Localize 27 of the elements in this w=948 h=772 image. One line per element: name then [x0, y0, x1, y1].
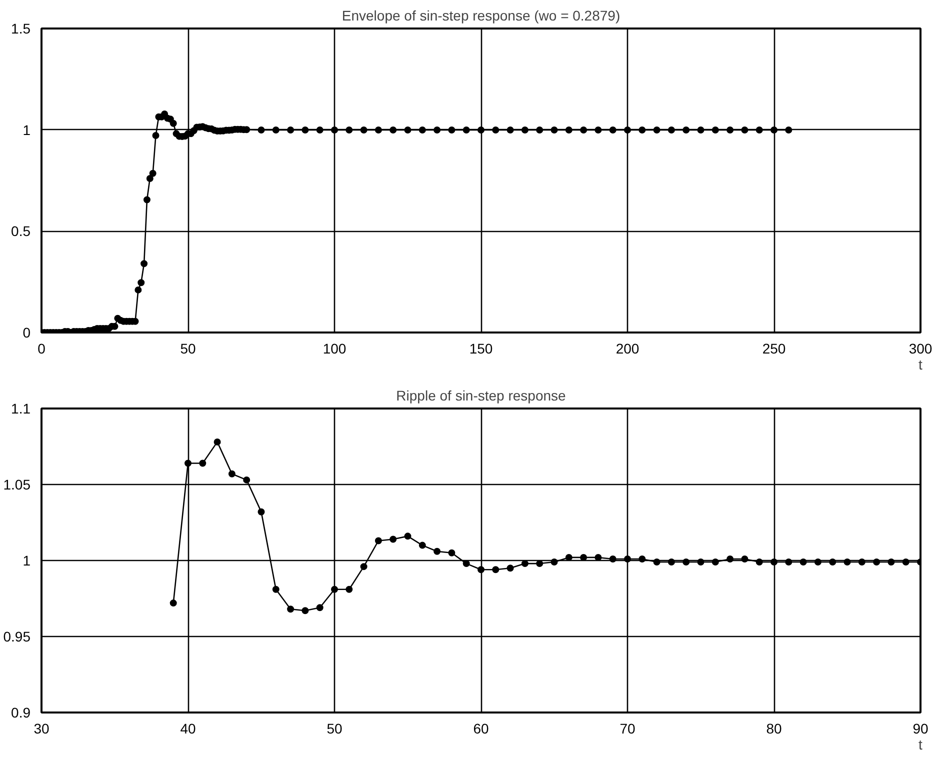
x-tick-label: 50 — [180, 340, 196, 356]
x-axis-title: t — [918, 736, 923, 752]
y-tick-label: 0.9 — [11, 704, 31, 720]
chart-title: Ripple of sin-step response — [396, 388, 566, 404]
x-tick-label: 100 — [322, 340, 346, 356]
y-tick-label: 1.05 — [3, 476, 31, 492]
y-tick-label: 0 — [22, 324, 31, 340]
x-tick-label: 50 — [326, 720, 342, 736]
x-tick-label: 0 — [38, 340, 46, 356]
y-tick-label: 1 — [22, 552, 31, 568]
x-tick-label: 300 — [908, 340, 932, 356]
x-axis-title: t — [918, 356, 923, 372]
x-tick-label: 90 — [912, 720, 928, 736]
y-tick-label: 1 — [22, 122, 31, 138]
x-tick-label: 200 — [616, 340, 640, 356]
x-tick-label: 40 — [180, 720, 196, 736]
y-tick-label: 1.1 — [11, 400, 31, 416]
y-tick-label: 0.5 — [11, 223, 31, 240]
x-tick-label: 80 — [766, 720, 782, 736]
x-tick-label: 60 — [473, 720, 489, 736]
y-tick-label: 1.5 — [11, 20, 31, 36]
x-tick-label: 70 — [620, 720, 636, 736]
y-tick-label: 0.95 — [3, 628, 31, 644]
x-tick-label: 30 — [34, 720, 50, 736]
chart-title: Envelope of sin-step response (wo = 0.2879) — [342, 8, 620, 24]
x-tick-label: 150 — [469, 340, 493, 356]
x-tick-label: 250 — [762, 340, 786, 356]
